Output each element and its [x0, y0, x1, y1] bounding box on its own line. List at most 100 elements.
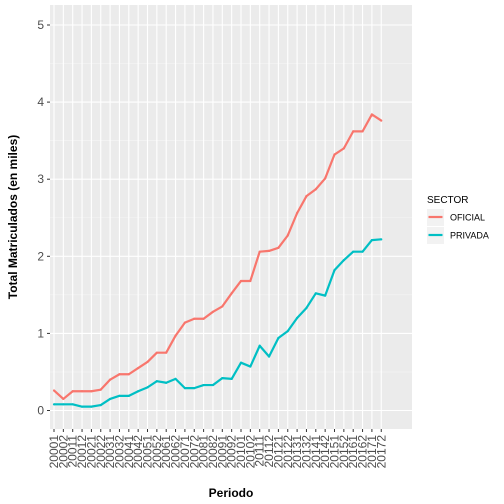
data-point-oficial [342, 147, 345, 150]
data-point-oficial [183, 321, 186, 324]
data-point-oficial [109, 378, 112, 381]
x-tick-label: 20032 [112, 435, 126, 469]
y-tick-label: 3 [37, 172, 44, 186]
data-point-oficial [286, 234, 289, 237]
x-tick-label: 20161 [346, 435, 360, 469]
x-tick-label: 20122 [281, 435, 295, 469]
data-point-privada [165, 381, 168, 384]
data-point-privada [90, 405, 93, 408]
plot-panel [50, 5, 412, 429]
x-tick-label: 20162 [356, 435, 370, 469]
x-tick-label: 20061 [159, 435, 173, 469]
data-point-oficial [52, 389, 56, 392]
data-point-oficial [127, 373, 130, 376]
data-point-privada [52, 403, 56, 406]
data-point-privada [62, 403, 65, 406]
x-tick-label: 20011 [66, 435, 80, 468]
legend: SECTOR OFICIAL PRIVADA [427, 195, 489, 244]
series-line-privada [54, 238, 382, 408]
data-point-privada [380, 238, 383, 241]
x-tick-label: 20102 [243, 435, 257, 469]
data-point-privada [221, 377, 224, 380]
data-point-privada [277, 336, 280, 340]
y-tick-label: 0 [37, 404, 44, 418]
data-point-privada [230, 377, 233, 380]
x-tick-label: 20052 [150, 435, 164, 469]
y-axis-title: Total Matriculados (en miles) [6, 135, 20, 299]
data-point-oficial [146, 360, 149, 364]
data-point-privada [174, 377, 177, 380]
legend-title: SECTOR [427, 195, 469, 206]
x-tick-label: 20141 [309, 435, 323, 469]
legend-label-privada: PRIVADA [450, 231, 489, 241]
x-tick-label: 20072 [187, 435, 201, 469]
x-tick-label: 20022 [94, 435, 108, 469]
data-point-privada [258, 344, 261, 347]
x-axis: 2000120002200112001220021200222003120032… [47, 429, 388, 468]
data-point-privada [211, 383, 215, 387]
x-tick-label: 20152 [337, 435, 351, 469]
data-point-privada [146, 386, 149, 389]
data-point-oficial [258, 250, 261, 253]
data-point-privada [118, 394, 121, 397]
data-point-privada [71, 403, 74, 406]
data-point-privada [137, 390, 140, 393]
x-tick-label: 20042 [131, 435, 145, 469]
x-tick-label: 20101 [234, 435, 248, 469]
data-point-privada [239, 361, 243, 364]
x-tick-label: 20071 [178, 435, 192, 469]
x-tick-label: 20062 [169, 435, 183, 469]
legend-items: OFICIAL PRIVADA [427, 209, 489, 244]
data-point-oficial [305, 195, 308, 198]
data-point-oficial [137, 366, 140, 370]
data-point-privada [305, 306, 308, 310]
x-tick-label: 20111 [253, 435, 267, 467]
data-point-oficial [267, 249, 271, 253]
data-point-privada [80, 405, 84, 408]
data-point-privada [99, 404, 102, 407]
data-point-oficial [314, 188, 317, 191]
data-point-oficial [239, 279, 243, 283]
data-point-oficial [62, 397, 65, 401]
data-point-privada [361, 250, 364, 253]
data-point-oficial [333, 153, 336, 156]
data-point-oficial [296, 212, 299, 215]
y-tick-label: 5 [37, 18, 44, 32]
x-tick-label: 20151 [328, 435, 342, 469]
data-point-privada [286, 329, 289, 333]
x-tick-label: 20082 [206, 435, 220, 469]
x-tick-label: 20091 [215, 435, 229, 469]
data-point-privada [193, 387, 196, 390]
data-point-oficial [202, 317, 205, 320]
data-point-oficial [80, 390, 84, 393]
data-point-oficial [165, 351, 168, 354]
series-layer [52, 113, 383, 408]
x-tick-label: 20171 [365, 435, 379, 469]
data-point-oficial [221, 305, 224, 308]
data-point-oficial [249, 279, 252, 283]
data-point-privada [342, 259, 345, 262]
x-tick-label: 20121 [271, 435, 285, 469]
x-tick-label: 20051 [141, 435, 155, 469]
x-tick-label: 20002 [56, 435, 70, 469]
x-tick-label: 20031 [103, 435, 117, 469]
y-tick-label: 1 [37, 326, 44, 340]
data-point-privada [314, 292, 317, 295]
data-point-oficial [380, 119, 383, 122]
data-point-oficial [118, 373, 121, 376]
data-point-oficial [211, 310, 215, 313]
data-point-oficial [155, 351, 158, 354]
data-point-privada [155, 380, 158, 383]
data-point-privada [183, 387, 186, 390]
data-point-oficial [99, 388, 102, 391]
data-point-oficial [370, 113, 373, 116]
data-point-oficial [90, 390, 93, 393]
data-point-oficial [361, 130, 364, 133]
y-axis: 0 1 2 3 4 5 [37, 18, 50, 418]
data-point-privada [296, 316, 299, 320]
data-point-oficial [193, 317, 196, 320]
x-tick-label: 20131 [290, 435, 304, 469]
data-point-oficial [277, 246, 280, 249]
